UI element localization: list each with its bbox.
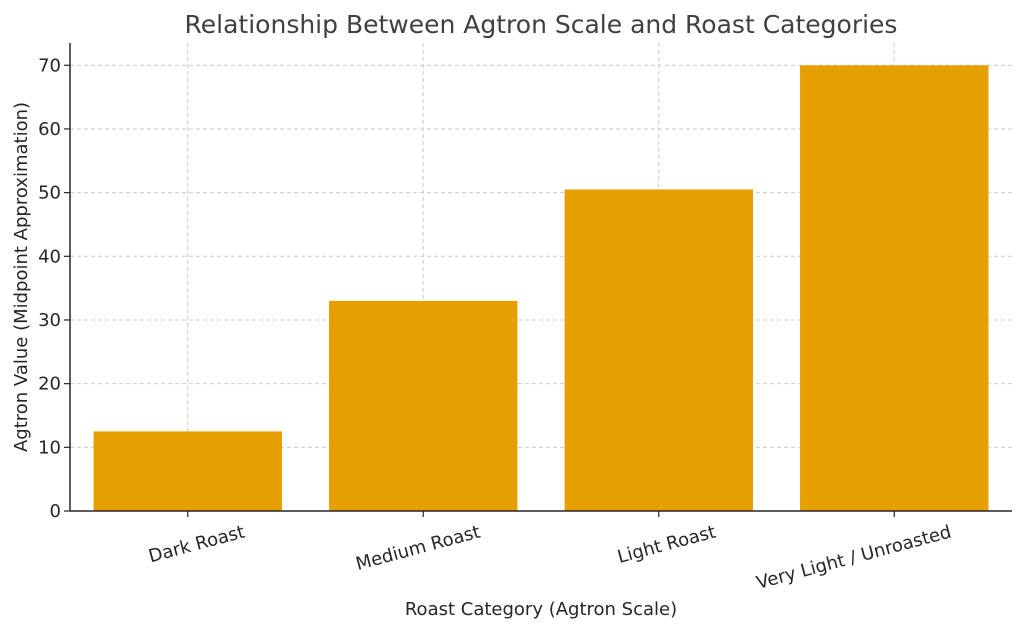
bar xyxy=(329,300,518,511)
x-ticks: Dark Roast Medium Roast Light Roast Very Li… xyxy=(146,511,954,594)
bar xyxy=(564,189,753,511)
y-axis-label: Agtron Value (Midpoint Approximation) xyxy=(11,102,32,452)
y-tick-label: 50 xyxy=(38,183,61,204)
x-tick-label: Medium Roast xyxy=(354,522,483,575)
y-tick-label: 30 xyxy=(38,310,61,331)
x-tick-label: Light Roast xyxy=(615,522,718,568)
y-tick-label: 10 xyxy=(38,437,61,458)
y-tick-label: 40 xyxy=(38,246,61,267)
x-tick-label: Very Light / Unroasted xyxy=(754,522,953,594)
x-tick-label: Dark Roast xyxy=(146,522,247,568)
bar xyxy=(800,65,989,512)
y-tick-label: 70 xyxy=(38,55,61,76)
bars xyxy=(93,65,989,512)
axes xyxy=(69,43,1012,512)
y-tick-label: 0 xyxy=(50,501,61,522)
chart-title: Relationship Between Agtron Scale and Ro… xyxy=(185,10,898,39)
y-tick-label: 20 xyxy=(38,374,61,395)
x-axis-label: Roast Category (Agtron Scale) xyxy=(405,599,677,620)
y-ticks: 0 10 20 30 40 50 60 70 xyxy=(38,55,70,522)
bar xyxy=(93,431,282,511)
y-tick-label: 60 xyxy=(38,119,61,140)
